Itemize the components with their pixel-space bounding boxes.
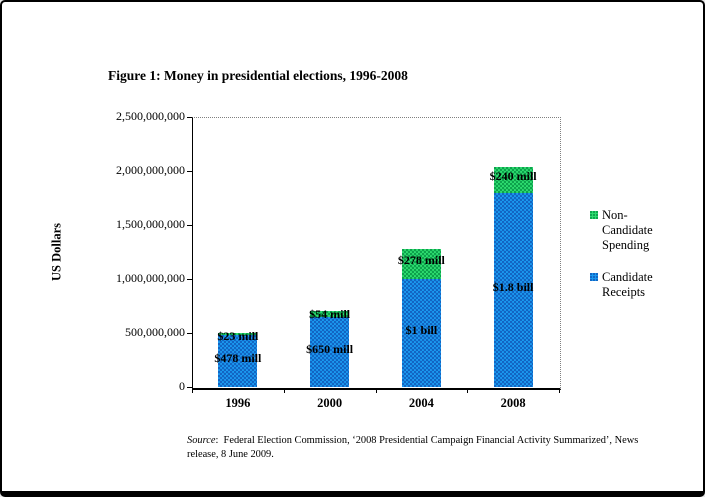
bar-segment-candidate-receipts	[218, 335, 258, 387]
x-tick-mark	[192, 389, 193, 393]
bar-segment-non-candidate-spending	[310, 310, 350, 317]
figure-title: Figure 1: Money in presidential election…	[108, 68, 408, 83]
legend-label: Candidate Receipts	[602, 270, 653, 299]
y-tick-label: 1,000,000,000	[116, 271, 185, 285]
legend-item: Candidate Receipts	[590, 270, 676, 300]
source-note: Source: Federal Election Commission, ‘20…	[187, 434, 649, 461]
source-prefix: Source	[187, 435, 216, 446]
x-tick-mark	[467, 389, 469, 393]
bar-value-label-candidate: $1.8 bill	[492, 279, 534, 294]
bar-value-label-non-candidate: $23 mill	[217, 329, 259, 344]
y-tick-label: 1,500,000,000	[116, 217, 185, 231]
x-axis-label: 2008	[500, 396, 526, 410]
y-tick-mark	[187, 224, 192, 226]
bar-value-label-candidate: $1 bill	[405, 323, 438, 337]
x-tick-mark	[559, 389, 560, 393]
bar-segment-non-candidate-spending	[493, 166, 533, 193]
y-tick-label: 500,000,000	[125, 325, 185, 339]
source-text: : Federal Election Commission, ‘2008 Pre…	[187, 435, 639, 460]
y-tick-mark	[187, 278, 192, 280]
x-axis-label: 2004	[408, 396, 434, 410]
bar-segment-candidate-receipts	[310, 316, 350, 387]
y-tick-label: 2,000,000,000	[116, 163, 185, 177]
x-tick-mark	[283, 389, 285, 393]
y-tick-mark	[187, 386, 192, 388]
x-axis-label: 2000	[317, 396, 343, 410]
y-tick-label: 2,500,000,000	[116, 109, 185, 123]
bar-segment-candidate-receipts	[493, 192, 533, 387]
legend-swatch-non-candidate-spending	[590, 211, 598, 219]
bar-segment-non-candidate-spending	[401, 248, 441, 279]
bar-value-label-non-candidate: $240 mill	[489, 168, 537, 183]
plot-area	[192, 117, 561, 390]
bar-value-label-non-candidate: $54 mill	[309, 307, 351, 322]
bar-value-label-candidate: $478 mill	[214, 351, 262, 366]
legend-swatch-candidate-receipts	[590, 273, 598, 281]
bar-value-label-non-candidate: $278 mill	[397, 252, 445, 267]
bar-segment-non-candidate-spending	[218, 332, 258, 336]
legend-label: Non-Candidate Spending	[602, 208, 653, 252]
bar-segment-candidate-receipts	[401, 279, 441, 387]
bar-value-label-candidate: $650 mill	[306, 341, 354, 356]
y-tick-mark	[187, 116, 192, 118]
y-tick-mark	[187, 332, 192, 334]
y-tick-label: 0	[179, 379, 185, 393]
x-tick-mark	[375, 389, 377, 393]
y-tick-mark	[187, 170, 192, 172]
x-axis-label: 1996	[225, 396, 251, 410]
legend-item: Non-Candidate Spending	[590, 208, 676, 253]
